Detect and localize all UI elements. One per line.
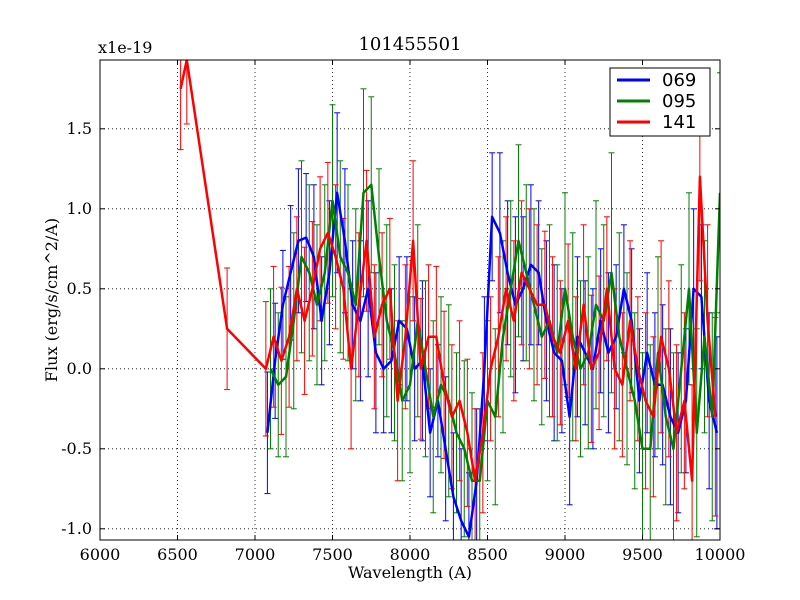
axis-ticks: 6000 6500 7000 7500 8000 8500 9000 9500 10000 -1.… [61, 60, 745, 564]
y-tick-label: 0.0 [67, 359, 92, 378]
series-line-095 [269, 183, 720, 483]
y-multiplier-label: x1e-19 [98, 38, 152, 57]
x-axis-title: Wavelength (A) [348, 563, 472, 582]
x-tick-label: 7000 [235, 545, 276, 564]
x-tick-label: 8500 [467, 545, 508, 564]
chart-title: 101455501 [358, 34, 461, 55]
y-tick-label: 1.5 [67, 119, 92, 138]
x-tick-label: 8000 [390, 545, 431, 564]
y-axis-title: Flux (erg/s/cm^2/A) [42, 218, 61, 382]
series-line-141 [179, 60, 717, 483]
x-tick-label: 9000 [545, 545, 586, 564]
x-tick-label: 6000 [80, 545, 121, 564]
legend-label-095: 095 [662, 91, 696, 112]
y-tick-label: -1.0 [61, 519, 92, 538]
y-tick-label: 0.5 [67, 279, 92, 298]
x-tick-label: 6500 [157, 545, 198, 564]
y-tick-label: -0.5 [61, 439, 92, 458]
legend-label-069: 069 [662, 70, 696, 91]
plot-series [177, 60, 720, 540]
y-tick-label: 1.0 [67, 199, 92, 218]
x-tick-label: 9500 [622, 545, 663, 564]
x-tick-label: 10000 [695, 545, 746, 564]
x-tick-label: 7500 [312, 545, 353, 564]
legend-label-141: 141 [662, 112, 696, 133]
